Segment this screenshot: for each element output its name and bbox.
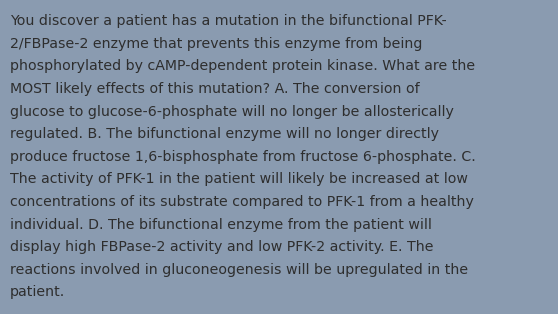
Text: reactions involved in gluconeogenesis will be upregulated in the: reactions involved in gluconeogenesis wi… bbox=[10, 263, 468, 277]
Text: MOST likely effects of this mutation? A. The conversion of: MOST likely effects of this mutation? A.… bbox=[10, 82, 420, 96]
Text: produce fructose 1,6-bisphosphate from fructose 6-phosphate. C.: produce fructose 1,6-bisphosphate from f… bbox=[10, 150, 476, 164]
Text: glucose to glucose-6-phosphate will no longer be allosterically: glucose to glucose-6-phosphate will no l… bbox=[10, 105, 454, 119]
Text: display high FBPase-2 activity and low PFK-2 activity. E. The: display high FBPase-2 activity and low P… bbox=[10, 240, 434, 254]
Text: The activity of PFK-1 in the patient will likely be increased at low: The activity of PFK-1 in the patient wil… bbox=[10, 172, 468, 187]
Text: regulated. B. The bifunctional enzyme will no longer directly: regulated. B. The bifunctional enzyme wi… bbox=[10, 127, 439, 141]
Text: 2/FBPase-2 enzyme that prevents this enzyme from being: 2/FBPase-2 enzyme that prevents this enz… bbox=[10, 37, 422, 51]
Text: individual. D. The bifunctional enzyme from the patient will: individual. D. The bifunctional enzyme f… bbox=[10, 218, 432, 232]
Text: You discover a patient has a mutation in the bifunctional PFK-: You discover a patient has a mutation in… bbox=[10, 14, 447, 28]
Text: patient.: patient. bbox=[10, 285, 65, 300]
Text: phosphorylated by cAMP-dependent protein kinase. What are the: phosphorylated by cAMP-dependent protein… bbox=[10, 59, 475, 73]
Text: concentrations of its substrate compared to PFK-1 from a healthy: concentrations of its substrate compared… bbox=[10, 195, 474, 209]
